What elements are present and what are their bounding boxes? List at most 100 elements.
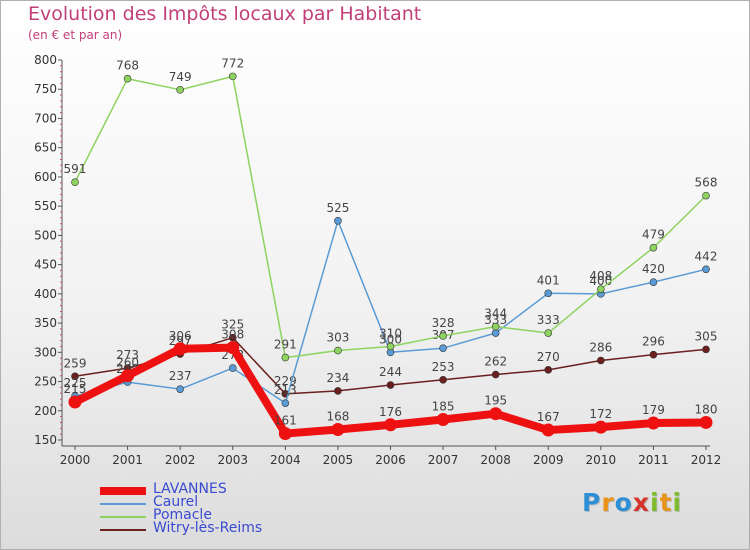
data-point <box>173 342 187 356</box>
data-point <box>646 416 660 430</box>
y-tick-label: 750 <box>34 82 57 96</box>
x-tick-label: 2009 <box>533 453 564 467</box>
y-tick-label: 400 <box>34 287 57 301</box>
y-tick-label: 650 <box>34 141 57 155</box>
data-label: 479 <box>642 228 665 242</box>
legend-label-lavannes: LAVANNES <box>153 481 227 497</box>
data-point <box>702 265 710 274</box>
x-tick-label: 2003 <box>217 453 248 467</box>
logo-letter: i <box>672 488 683 517</box>
data-point <box>597 285 605 293</box>
data-label: 772 <box>221 56 244 70</box>
chart-title: Evolution des Impôts locaux par Habitant <box>28 3 422 25</box>
data-label: 749 <box>169 70 192 84</box>
data-label: 306 <box>169 329 192 343</box>
x-tick-label: 2012 <box>691 453 722 467</box>
data-label: 213 <box>274 383 297 397</box>
data-point <box>334 346 342 355</box>
data-label: 442 <box>695 249 718 263</box>
data-point <box>544 329 553 337</box>
data-label: 179 <box>642 403 665 417</box>
data-point <box>123 74 132 83</box>
data-label: 328 <box>432 316 455 330</box>
data-point <box>491 370 500 379</box>
data-label: 161 <box>274 414 297 428</box>
logo-letter: t <box>659 488 673 517</box>
y-tick-label: 450 <box>34 258 57 272</box>
data-point <box>228 72 237 81</box>
data-label: 408 <box>589 269 612 283</box>
data-point <box>334 387 342 395</box>
y-tick-label: 150 <box>34 433 57 447</box>
legend-swatch-lavannes <box>100 486 146 495</box>
chart-legend: LAVANNES Caurel Pomacle Witry-lès-Reims <box>100 481 320 536</box>
data-point <box>228 364 237 372</box>
logo-letter: o <box>614 488 633 517</box>
data-label: 167 <box>537 410 560 424</box>
data-label: 291 <box>274 338 297 352</box>
x-tick-label: 2006 <box>375 453 406 467</box>
legend-item-witry: Witry-lès-Reims <box>100 520 320 536</box>
data-label: 262 <box>484 355 507 369</box>
data-label: 234 <box>326 371 349 385</box>
y-tick-label: 600 <box>34 170 57 184</box>
data-point <box>226 341 240 355</box>
data-point <box>71 372 79 381</box>
y-tick-label: 250 <box>34 375 57 389</box>
y-tick-label: 550 <box>34 199 57 213</box>
data-label: 172 <box>589 407 612 421</box>
data-label: 297 <box>169 334 192 348</box>
logo-letter: P <box>582 488 602 517</box>
data-point <box>649 278 658 286</box>
data-label: 333 <box>484 313 507 327</box>
x-tick-label: 2005 <box>323 453 354 467</box>
data-point <box>386 381 395 389</box>
y-tick-label: 500 <box>34 228 57 242</box>
data-label: 296 <box>642 335 665 349</box>
x-tick-label: 2001 <box>112 453 143 467</box>
x-tick-label: 2010 <box>586 453 617 467</box>
data-point <box>594 420 608 434</box>
data-point <box>491 322 500 331</box>
data-point <box>334 216 342 225</box>
data-label: 270 <box>537 350 560 364</box>
data-point <box>649 243 658 252</box>
data-point <box>597 356 605 365</box>
data-label: 568 <box>695 176 718 190</box>
data-label: 185 <box>432 400 455 414</box>
data-label: 300 <box>379 332 402 346</box>
data-point <box>439 344 447 353</box>
data-label: 333 <box>537 313 560 327</box>
data-point <box>386 342 395 351</box>
legend-label-caurel: Caurel <box>153 494 199 510</box>
data-label: 237 <box>169 369 192 383</box>
legend-item-lavannes: LAVANNES <box>100 481 320 497</box>
data-label: 215 <box>64 382 87 396</box>
data-point <box>649 350 658 359</box>
data-label: 591 <box>64 162 87 176</box>
data-point <box>68 395 82 409</box>
data-point <box>702 191 710 200</box>
series-lavannes: 215 260 306 308 161 168 176 185 195 167 172 179 180 <box>64 328 718 441</box>
proxiti-logo: Proxiti <box>582 488 682 517</box>
x-tick-label: 2007 <box>428 453 459 467</box>
legend-label-witry: Witry-lès-Reims <box>153 520 263 536</box>
data-point <box>439 375 447 384</box>
data-label: 305 <box>695 329 718 343</box>
logo-letter: i <box>650 488 660 517</box>
logo-letter: r <box>601 488 615 517</box>
data-label: 180 <box>695 402 718 416</box>
data-label: 401 <box>537 273 560 287</box>
data-label: 303 <box>326 331 349 345</box>
data-point <box>281 353 290 362</box>
y-tick-label: 700 <box>34 111 57 125</box>
y-tick-label: 800 <box>34 53 57 67</box>
x-tick-label: 2004 <box>270 453 301 467</box>
data-label: 244 <box>379 365 402 379</box>
data-label: 310 <box>379 326 402 340</box>
data-point <box>544 289 553 298</box>
data-point <box>121 369 135 383</box>
data-point <box>278 427 292 441</box>
